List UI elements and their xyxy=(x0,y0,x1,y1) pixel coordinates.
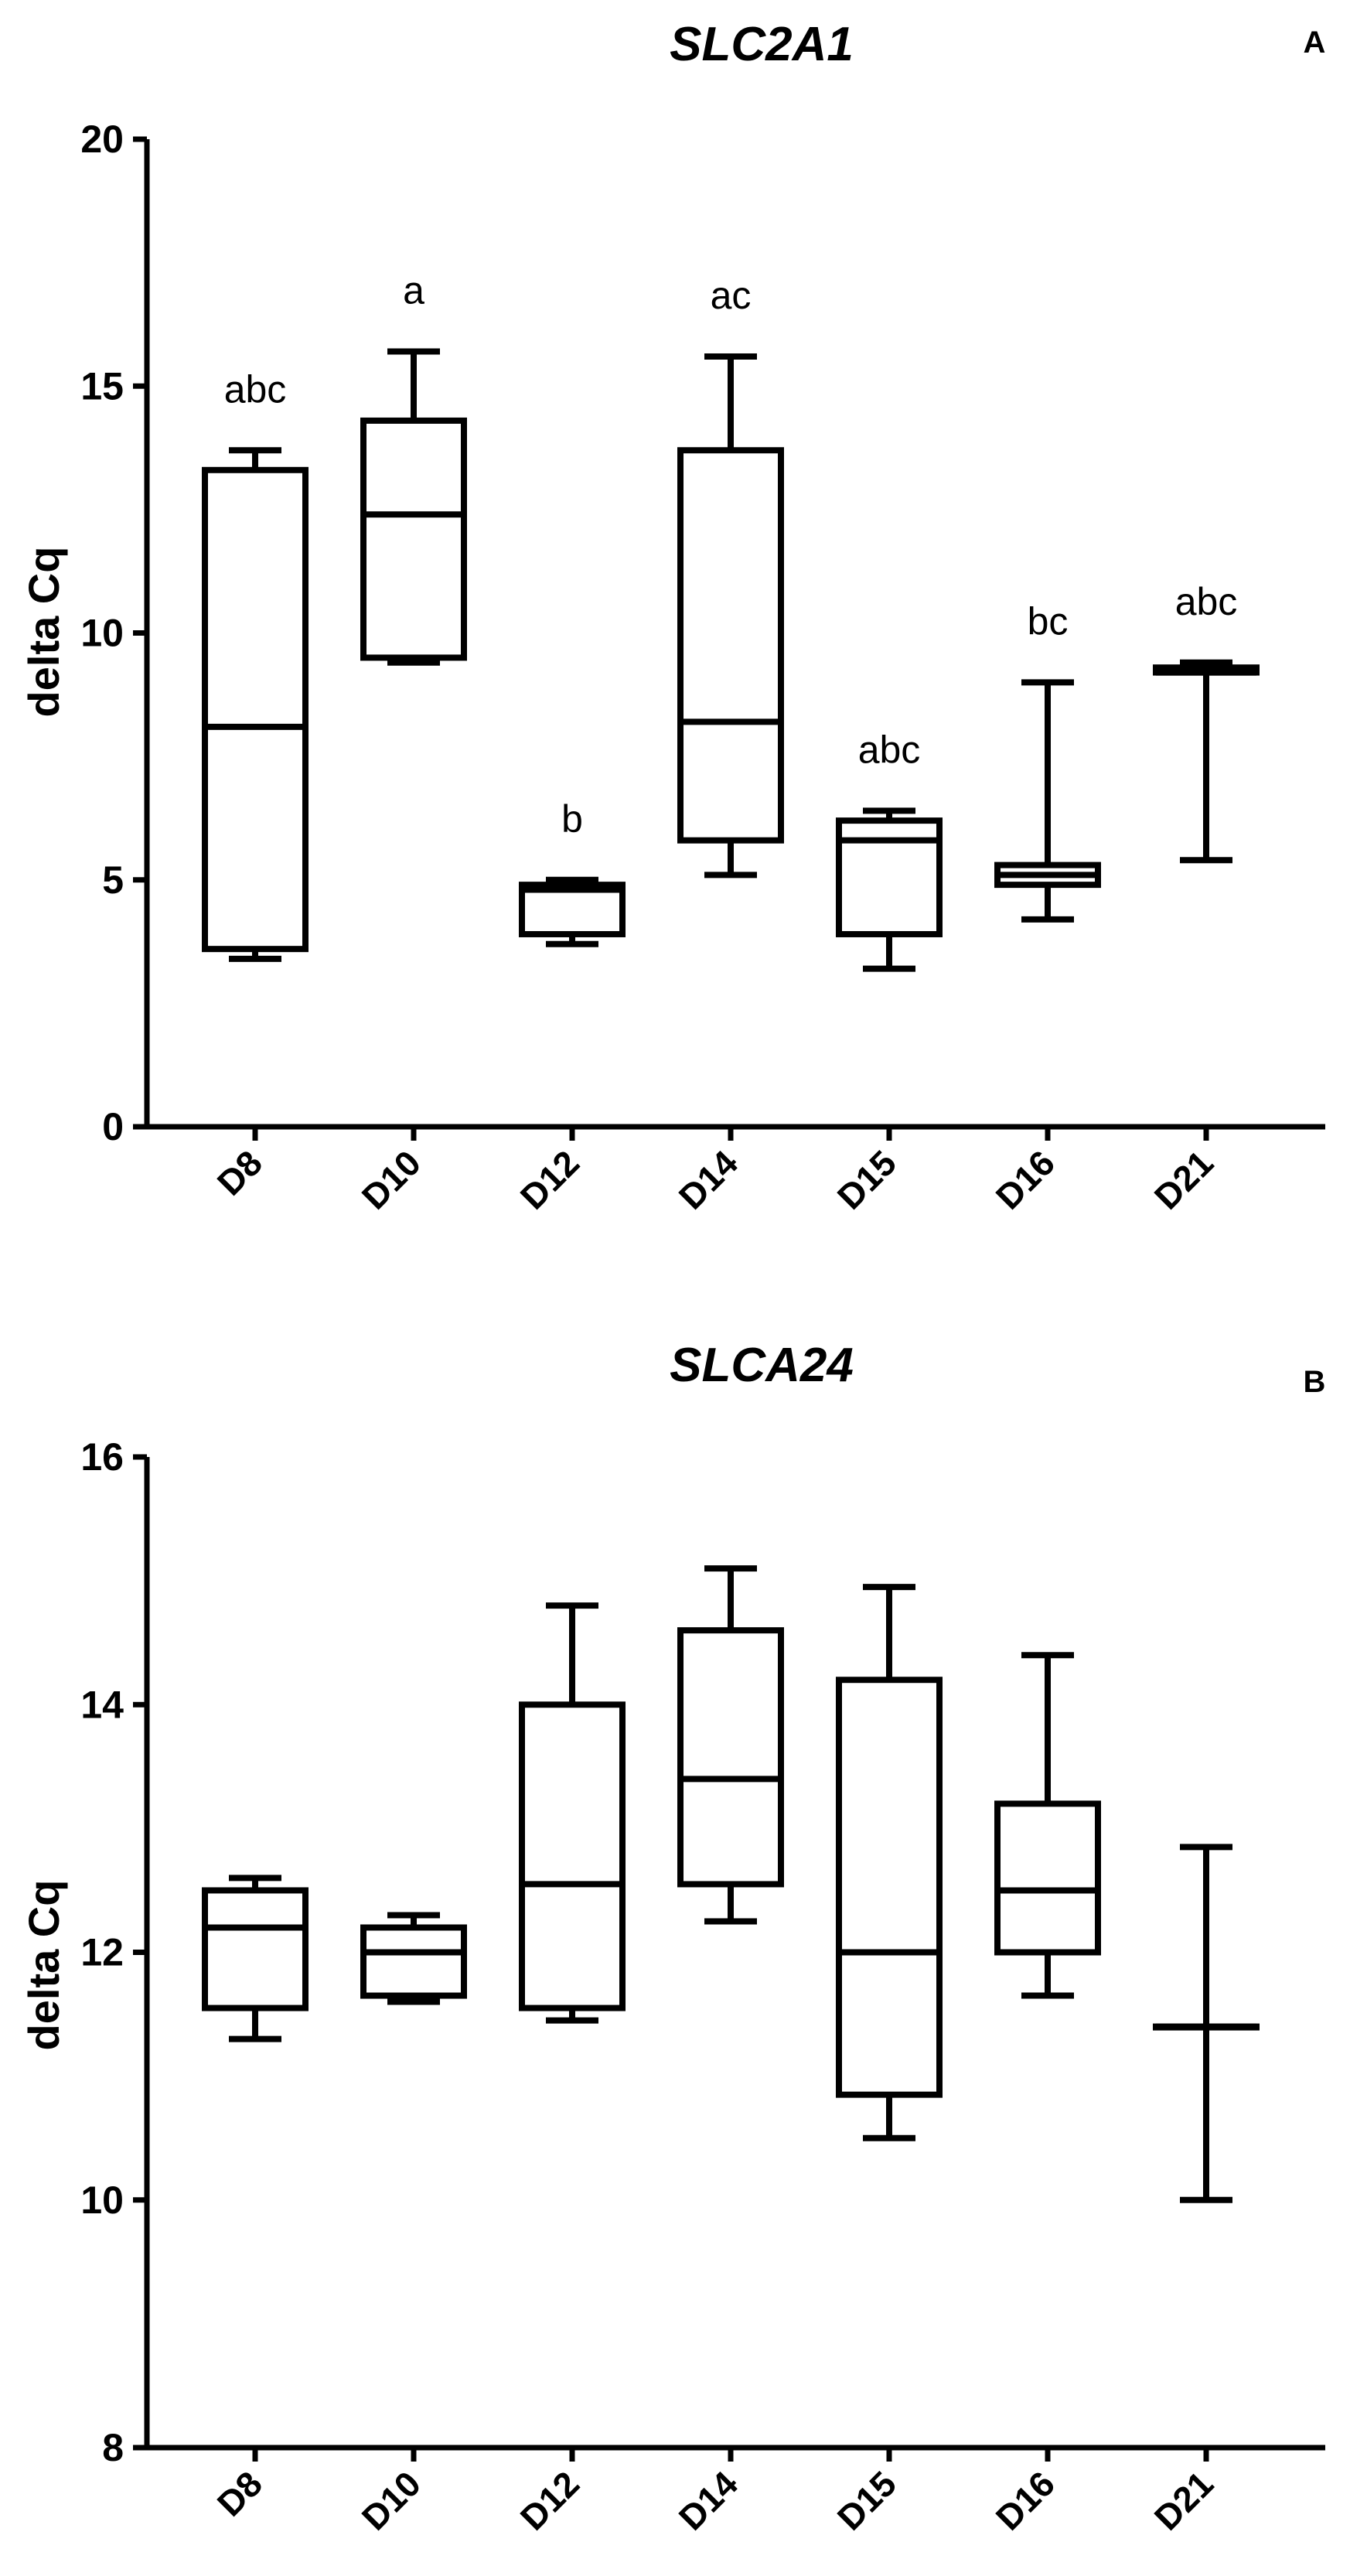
iqr-box xyxy=(519,882,626,937)
y-ticks: 8 10 12 14 16 xyxy=(80,1435,147,2469)
significance-letter: ac xyxy=(711,274,752,317)
x-tick-label: D10 xyxy=(354,2463,428,2537)
x-tick-label: D14 xyxy=(671,2463,746,2538)
y-tick-label: 5 xyxy=(102,858,124,902)
x-tick-label: D8 xyxy=(210,1142,270,1203)
y-tick-label: 14 xyxy=(80,1683,124,1726)
box-group xyxy=(677,1565,784,1925)
boxplot-marks xyxy=(202,1565,1260,2203)
significance-letter: abc xyxy=(858,728,921,771)
x-tick-label: D14 xyxy=(671,1142,746,1217)
box-group xyxy=(1153,659,1260,864)
panel-label: B xyxy=(1304,1365,1326,1399)
y-tick-label: 20 xyxy=(80,118,124,161)
y-tick-label: 0 xyxy=(102,1105,124,1148)
x-tick-label: D16 xyxy=(988,1142,1062,1216)
significance-letter: abc xyxy=(224,367,287,411)
significance-letter: abc xyxy=(1175,580,1238,623)
box-group xyxy=(360,348,467,666)
boxplot-marks xyxy=(202,348,1260,972)
x-tick-label: D15 xyxy=(830,1142,904,1216)
box-group xyxy=(994,679,1101,923)
x-tick-label: D21 xyxy=(1147,2463,1221,2537)
box-group xyxy=(202,1875,309,2042)
iqr-box xyxy=(677,447,784,844)
x-tick-label: D16 xyxy=(988,2463,1062,2537)
x-ticks: D8 D10 D12 D14 D15 D16 D21 xyxy=(210,1127,1221,1217)
y-tick-label: 10 xyxy=(80,612,124,655)
chart-title: SLCA24 xyxy=(670,1339,854,1392)
box-group xyxy=(360,1912,467,2005)
y-tick-label: 12 xyxy=(80,1931,124,1974)
y-axis-label: delta Cq xyxy=(19,1880,68,2051)
iqr-box xyxy=(519,1701,626,2011)
significance-letter: bc xyxy=(1028,599,1069,643)
y-tick-label: 16 xyxy=(80,1435,124,1479)
x-tick-label: D10 xyxy=(354,1142,428,1216)
iqr-box xyxy=(360,417,467,661)
y-tick-label: 10 xyxy=(80,2179,124,2222)
iqr-box xyxy=(202,1887,309,2011)
chart-title: SLC2A1 xyxy=(670,18,854,71)
box-group xyxy=(836,807,943,972)
x-ticks: D8 D10 D12 D14 D15 D16 D21 xyxy=(210,2448,1221,2538)
y-ticks: 0 5 10 15 20 xyxy=(80,118,147,1148)
iqr-box xyxy=(836,1677,943,2098)
axes xyxy=(144,139,1325,1130)
iqr-box xyxy=(677,1627,784,1888)
x-tick-label: D15 xyxy=(830,2463,904,2537)
y-axis-label: delta Cq xyxy=(19,547,68,718)
box-group xyxy=(519,1602,626,2024)
significance-letter: b xyxy=(561,797,583,841)
box-group xyxy=(202,447,309,962)
x-tick-label: D12 xyxy=(513,2463,587,2537)
x-tick-label: D8 xyxy=(210,2463,270,2523)
box-group xyxy=(994,1652,1101,1999)
iqr-box xyxy=(202,466,309,953)
iqr-box xyxy=(360,1924,467,1999)
box-group xyxy=(519,876,626,947)
iqr-box xyxy=(994,1800,1101,1956)
y-tick-label: 15 xyxy=(80,364,124,408)
significance-letters: abc a b ac abc bc abc xyxy=(224,269,1238,841)
box-group xyxy=(1153,1844,1260,2203)
box-group xyxy=(677,353,784,879)
y-tick-label: 8 xyxy=(102,2426,124,2469)
iqr-box xyxy=(836,817,943,937)
significance-letter: a xyxy=(403,269,424,312)
x-tick-label: D21 xyxy=(1147,1142,1221,1216)
panel-a-chart: SLC2A1 A delta Cq 0 5 10 15 20 D8 D10 D12 D14 D1… xyxy=(19,18,1325,1217)
axes xyxy=(144,1457,1325,2451)
x-tick-label: D12 xyxy=(513,1142,587,1216)
panel-label: A xyxy=(1304,26,1326,60)
box-group xyxy=(836,1584,943,2141)
